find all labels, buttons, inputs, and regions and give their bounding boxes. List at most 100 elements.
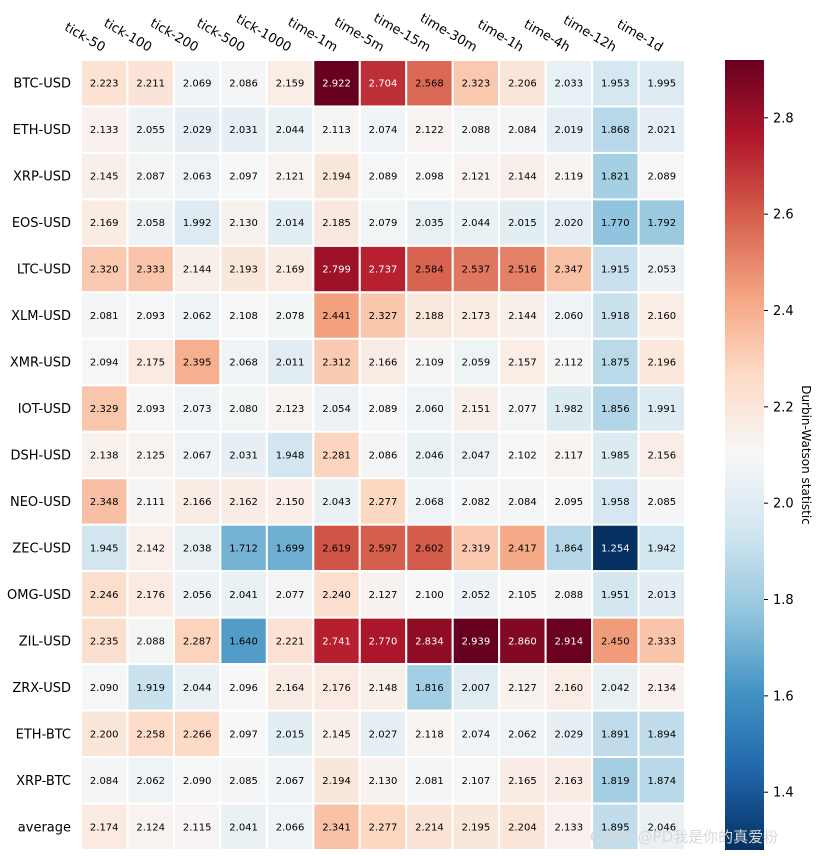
cell-value-label: 2.246 xyxy=(90,590,119,601)
row-label: ZRX-USD xyxy=(12,681,71,696)
cell-value-label: 2.619 xyxy=(322,543,351,554)
cell-value-label: 2.054 xyxy=(322,404,351,415)
heatmap-cell xyxy=(498,105,547,154)
heatmap-cell xyxy=(80,291,129,340)
heatmap-cell xyxy=(591,709,640,759)
cell-value-label: 2.121 xyxy=(462,172,491,183)
column-labels: tick-50tick-100tick-200tick-500tick-1000… xyxy=(62,11,666,56)
cell-value-label: 2.007 xyxy=(462,683,491,694)
row-label: BTC-USD xyxy=(13,77,71,92)
heatmap-cell xyxy=(451,105,501,154)
heatmap-cell xyxy=(172,151,222,201)
cell-value-label: 2.021 xyxy=(647,125,676,136)
cell-value-label: 2.029 xyxy=(183,125,212,136)
cell-value-label: 2.148 xyxy=(369,683,398,694)
heatmap-cell xyxy=(544,151,594,201)
cell-value-label: 2.097 xyxy=(229,172,258,183)
cell-value-label: 2.089 xyxy=(369,404,398,415)
heatmap-cell xyxy=(126,756,175,805)
row-label: ZEC-USD xyxy=(12,541,71,556)
cell-value-label: 2.160 xyxy=(555,683,584,694)
cell-value-label: 2.093 xyxy=(136,404,165,415)
cell-value-label: 2.914 xyxy=(555,636,584,647)
cell-value-label: 2.052 xyxy=(462,590,491,601)
heatmap-cell xyxy=(451,709,501,759)
colorbar: 1.4 1.6 1.8 2.0 2.2 2.4 2.6 2.8 Durbin-Watson s… xyxy=(725,60,813,850)
cell-value-label: 2.159 xyxy=(276,79,305,90)
heatmap-cell xyxy=(405,802,454,852)
cell-value-labels: 2.223 2.211 2.069 2.086 2.159 2.922 2.704 2.568… xyxy=(90,79,676,834)
cell-value-label: 2.067 xyxy=(183,451,212,462)
row-labels: BTC-USD ETH-USD XRP-USD EOS-USD LTC-USD XLM-U… xyxy=(7,77,71,836)
heatmap-cells xyxy=(80,59,686,852)
cell-value-label: 2.166 xyxy=(369,358,398,369)
cell-value-label: 2.082 xyxy=(462,497,491,508)
cell-value-label: 1.875 xyxy=(601,358,630,369)
cell-value-label: 2.185 xyxy=(322,218,351,229)
heatmap-cell xyxy=(591,59,640,108)
cell-value-label: 2.121 xyxy=(276,172,305,183)
heatmap-cell xyxy=(591,523,640,573)
cell-value-label: 1.953 xyxy=(601,79,630,90)
heatmap-cell xyxy=(591,477,640,526)
heatmap-cell xyxy=(498,291,547,340)
cell-value-label: 2.063 xyxy=(183,172,212,183)
cell-value-label: 2.060 xyxy=(415,404,444,415)
cell-value-label: 2.062 xyxy=(508,729,537,740)
heatmap-cell xyxy=(172,337,222,387)
cell-value-label: 1.982 xyxy=(555,404,584,415)
cell-value-label: 2.138 xyxy=(90,451,119,462)
heatmap-cell xyxy=(637,616,686,666)
heatmap-cell xyxy=(358,663,408,712)
cell-value-label: 2.090 xyxy=(90,683,119,694)
cell-value-label: 1.792 xyxy=(647,218,676,229)
colorbar-tick-label: 2.4 xyxy=(773,304,794,319)
cell-value-label: 2.035 xyxy=(415,218,444,229)
heatmap-cell xyxy=(312,802,361,852)
heatmap-cell xyxy=(312,105,361,154)
column-label: time-12h xyxy=(560,13,618,55)
cell-value-label: 1.919 xyxy=(136,683,165,694)
heatmap-cell xyxy=(637,523,686,573)
heatmap-cell xyxy=(358,244,408,294)
heatmap-cell xyxy=(544,756,594,805)
cell-value-label: 2.211 xyxy=(136,79,165,90)
cell-value-label: 2.195 xyxy=(462,822,491,833)
heatmap-cell xyxy=(126,244,175,294)
cell-value-label: 2.117 xyxy=(555,451,584,462)
cell-value-label: 2.031 xyxy=(229,125,258,136)
cell-value-label: 1.918 xyxy=(601,311,630,322)
heatmap-cell xyxy=(544,802,594,852)
cell-value-label: 2.094 xyxy=(90,358,119,369)
heatmap-cell xyxy=(544,430,594,480)
cell-value-label: 2.160 xyxy=(647,311,676,322)
cell-value-label: 2.144 xyxy=(508,311,537,322)
colorbar-label: Durbin-Watson statistic xyxy=(799,385,813,525)
cell-value-label: 2.111 xyxy=(136,497,165,508)
cell-value-label: 2.922 xyxy=(322,79,351,90)
cell-value-label: 2.602 xyxy=(415,543,444,554)
cell-value-label: 2.096 xyxy=(229,683,258,694)
cell-value-label: 1.770 xyxy=(601,218,630,229)
heatmap-cell xyxy=(265,616,315,666)
cell-value-label: 2.014 xyxy=(276,218,305,229)
heatmap-cell xyxy=(172,291,222,340)
cell-value-label: 1.995 xyxy=(647,79,676,90)
heatmap-cell xyxy=(451,802,501,852)
cell-value-label: 2.287 xyxy=(183,636,212,647)
heatmap-cell xyxy=(219,244,268,294)
cell-value-label: 2.169 xyxy=(90,218,119,229)
heatmap-cell xyxy=(219,105,268,154)
cell-value-label: 2.085 xyxy=(229,776,258,787)
colorbar-tick-label: 2.8 xyxy=(773,111,794,126)
cell-value-label: 2.277 xyxy=(369,497,398,508)
cell-value-label: 1.915 xyxy=(601,265,630,276)
heatmap-cell xyxy=(498,151,547,201)
cell-value-label: 2.441 xyxy=(322,311,351,322)
cell-value-label: 2.127 xyxy=(508,683,537,694)
cell-value-label: 2.319 xyxy=(462,543,491,554)
cell-value-label: 2.020 xyxy=(555,218,584,229)
row-label: DSH-USD xyxy=(10,449,71,464)
heatmap-cell xyxy=(637,384,686,433)
colorbar-tick-label: 2.0 xyxy=(773,497,794,512)
